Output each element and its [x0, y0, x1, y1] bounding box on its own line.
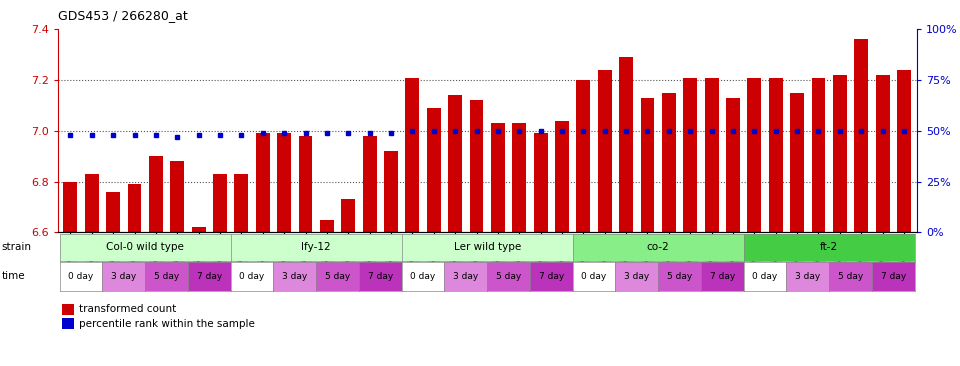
Bar — [491, 123, 505, 232]
Bar — [63, 182, 78, 232]
Text: 5 day: 5 day — [154, 272, 180, 281]
Text: 0 day: 0 day — [753, 272, 778, 281]
Bar — [555, 121, 569, 232]
Text: 5 day: 5 day — [325, 272, 350, 281]
Bar — [255, 133, 270, 232]
Bar — [705, 78, 719, 232]
Bar — [640, 98, 655, 232]
Text: 7 day: 7 day — [539, 272, 564, 281]
Text: percentile rank within the sample: percentile rank within the sample — [79, 319, 254, 329]
Bar — [84, 174, 99, 232]
Text: 0 day: 0 day — [582, 272, 607, 281]
Bar — [107, 192, 120, 232]
Bar — [790, 93, 804, 232]
Text: time: time — [2, 271, 26, 281]
Text: 5 day: 5 day — [496, 272, 521, 281]
Bar — [363, 136, 376, 232]
Bar — [619, 57, 633, 232]
Bar — [726, 98, 740, 232]
Bar — [405, 78, 420, 232]
Text: 7 day: 7 day — [197, 272, 222, 281]
Text: 7 day: 7 day — [368, 272, 393, 281]
Bar — [277, 133, 291, 232]
Text: 3 day: 3 day — [453, 272, 478, 281]
Bar — [748, 78, 761, 232]
Text: 0 day: 0 day — [411, 272, 436, 281]
Text: 0 day: 0 day — [239, 272, 265, 281]
Text: transformed count: transformed count — [79, 304, 176, 314]
Bar — [833, 75, 847, 232]
Bar — [448, 95, 462, 232]
Bar — [769, 78, 782, 232]
Text: 3 day: 3 day — [282, 272, 307, 281]
Text: 5 day: 5 day — [838, 272, 863, 281]
Bar — [534, 133, 547, 232]
Bar — [427, 108, 441, 232]
Bar — [662, 93, 676, 232]
Bar — [598, 70, 612, 232]
Text: 3 day: 3 day — [795, 272, 821, 281]
Text: 5 day: 5 day — [667, 272, 692, 281]
Bar — [469, 100, 484, 232]
Bar — [897, 70, 911, 232]
Bar — [811, 78, 826, 232]
Text: Col-0 wild type: Col-0 wild type — [107, 242, 184, 253]
Text: ft-2: ft-2 — [820, 242, 838, 253]
Text: lfy-12: lfy-12 — [301, 242, 331, 253]
Text: 7 day: 7 day — [709, 272, 735, 281]
Bar — [192, 227, 205, 232]
Bar — [513, 123, 526, 232]
Bar — [854, 40, 868, 232]
Bar — [213, 174, 227, 232]
Bar — [576, 80, 590, 232]
Bar — [342, 199, 355, 232]
Text: co-2: co-2 — [647, 242, 669, 253]
Bar — [384, 151, 398, 232]
Bar — [234, 174, 249, 232]
Bar — [684, 78, 697, 232]
Bar — [320, 220, 334, 232]
Bar — [876, 75, 890, 232]
Bar — [299, 136, 312, 232]
Text: 3 day: 3 day — [111, 272, 136, 281]
Text: 0 day: 0 day — [68, 272, 94, 281]
Text: 3 day: 3 day — [624, 272, 649, 281]
Bar — [149, 156, 163, 232]
Text: 7 day: 7 day — [880, 272, 906, 281]
Bar — [170, 161, 184, 232]
Text: strain: strain — [2, 242, 32, 253]
Text: GDS453 / 266280_at: GDS453 / 266280_at — [58, 9, 187, 22]
Bar — [128, 184, 141, 232]
Text: Ler wild type: Ler wild type — [453, 242, 521, 253]
